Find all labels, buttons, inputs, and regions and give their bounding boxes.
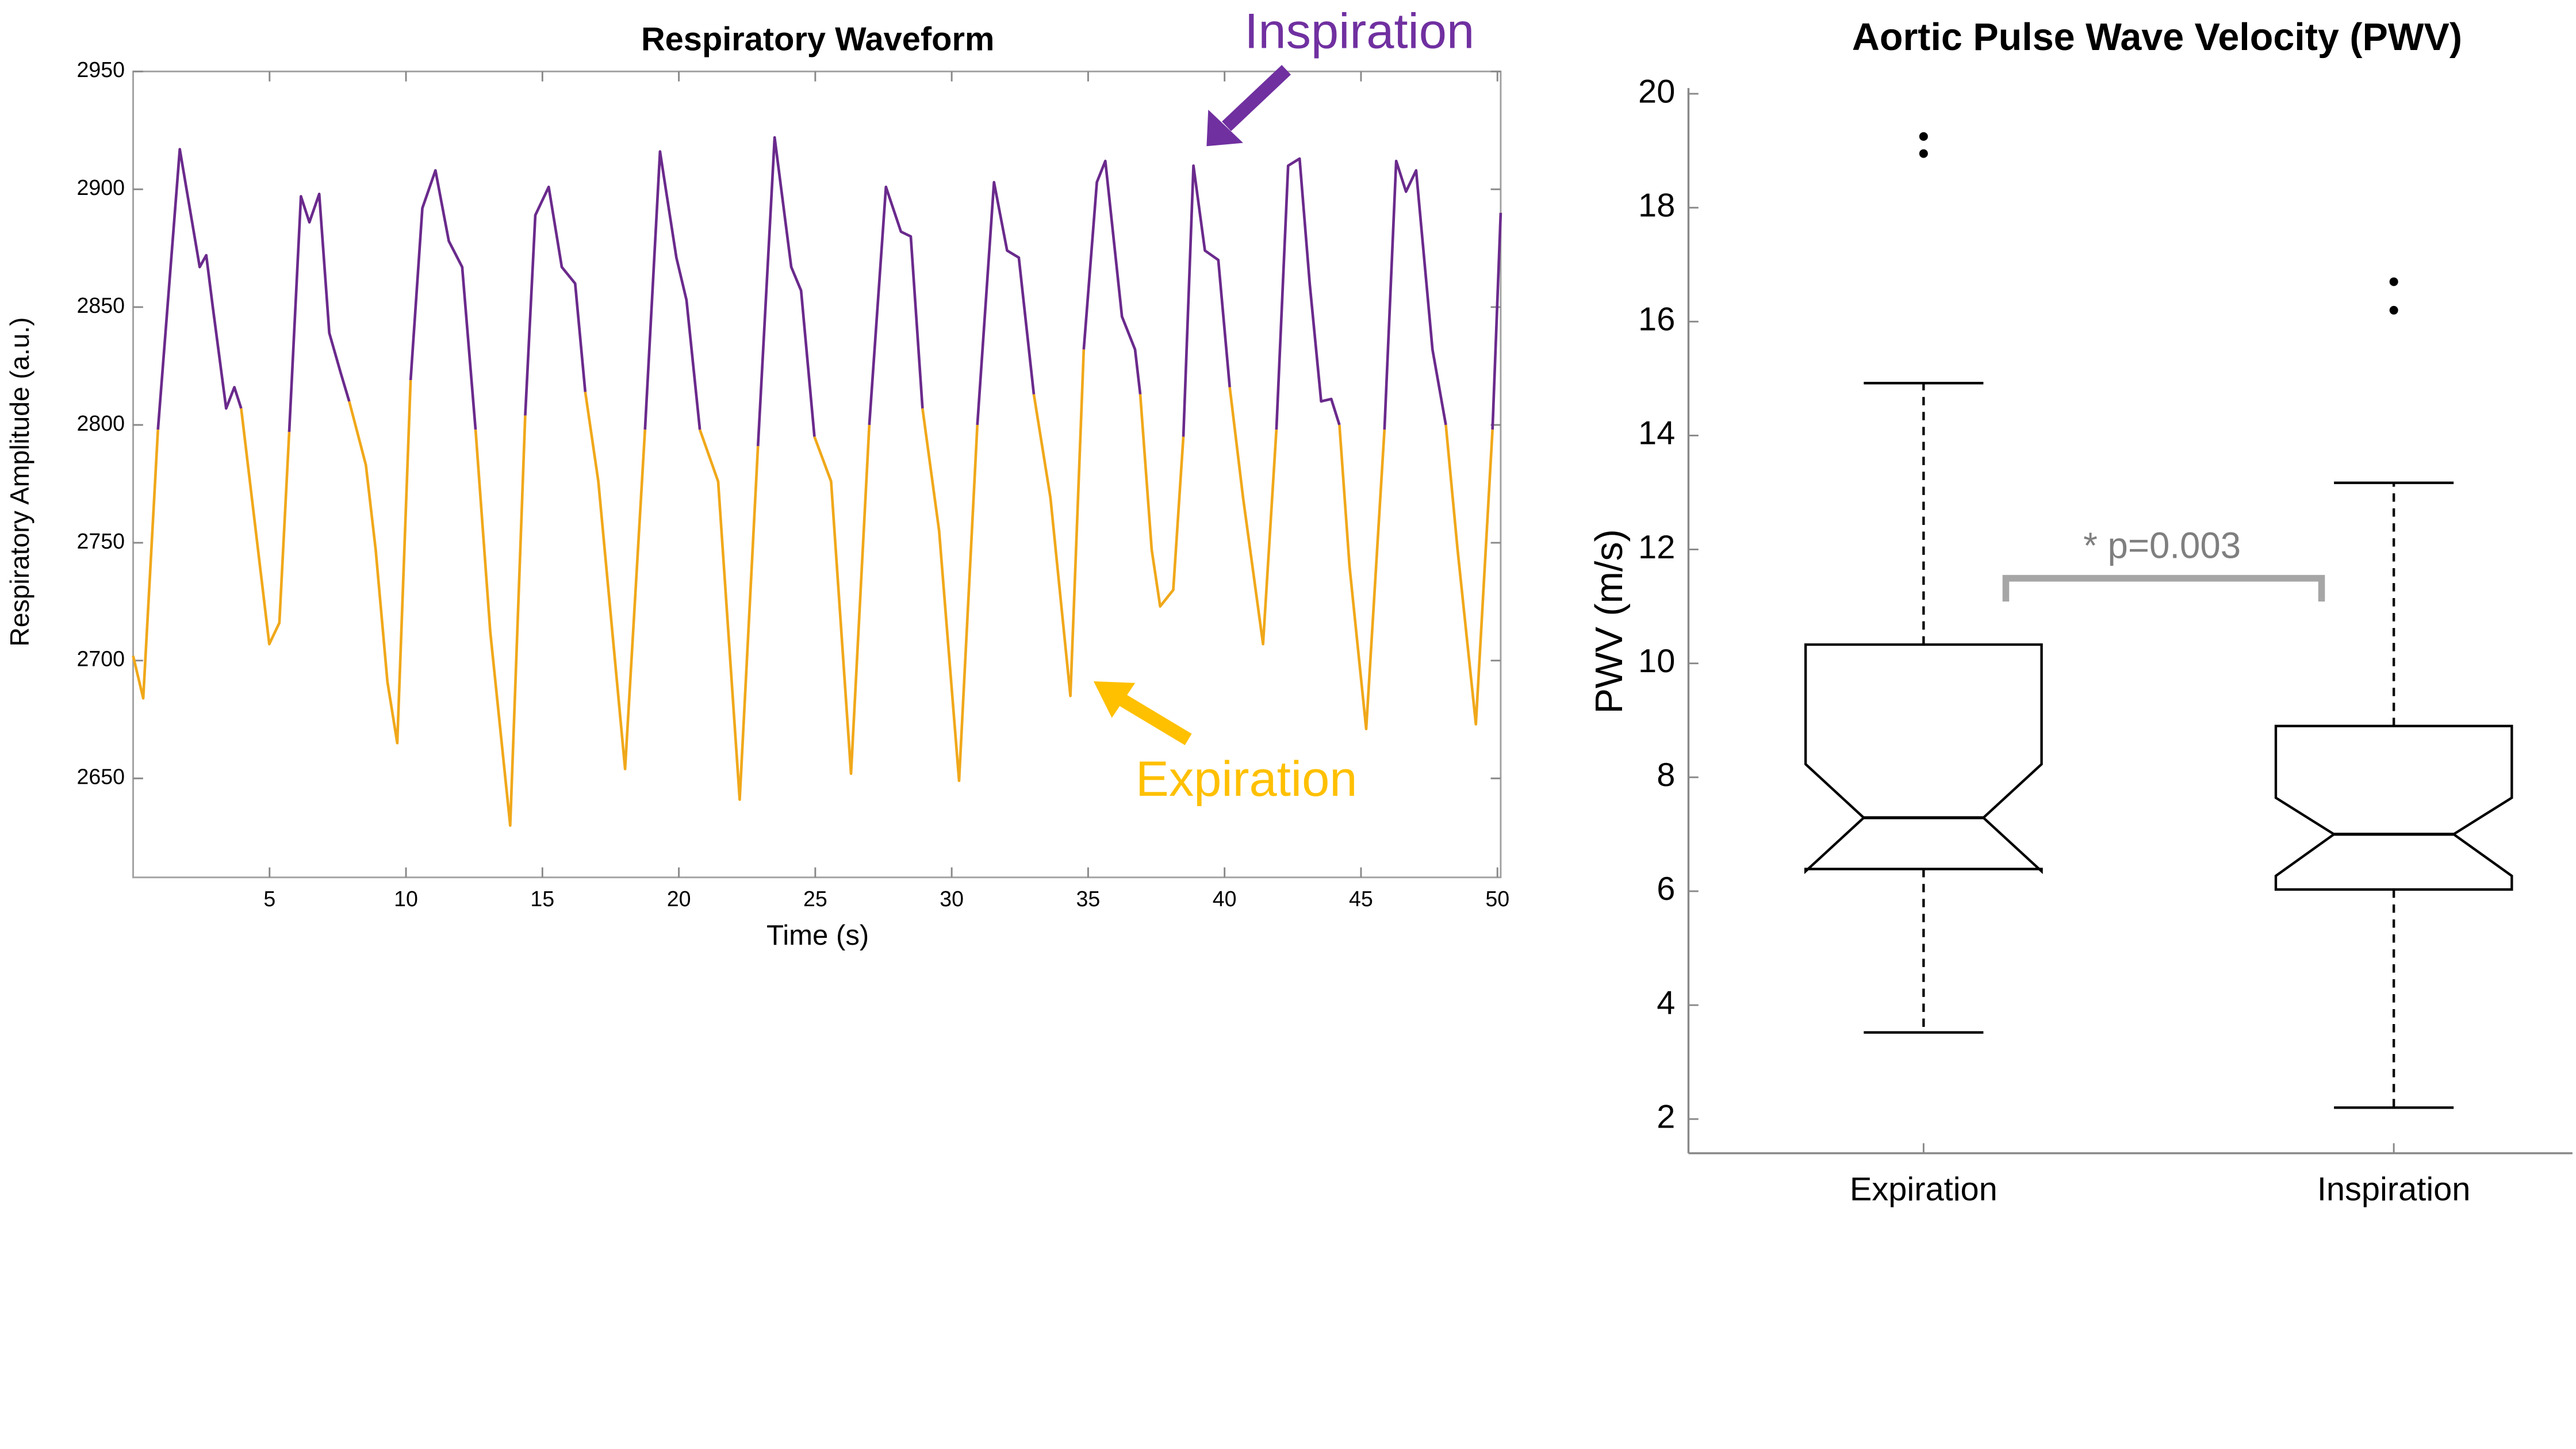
x-tick-label: Inspiration xyxy=(2317,1171,2471,1208)
plot-frame xyxy=(132,70,1502,879)
y-tick-label: 16 xyxy=(1638,301,1675,338)
outlier xyxy=(2389,305,2398,315)
y-tick-label: 2900 xyxy=(77,175,125,200)
y-tick-label: 6 xyxy=(1657,871,1675,907)
x-tick-label: 40 xyxy=(1213,887,1237,911)
y-tick-label: 2950 xyxy=(77,57,125,82)
y-axis-label: PWV (m/s) xyxy=(1588,529,1631,714)
arrow-head xyxy=(1093,681,1136,718)
outlier xyxy=(2389,277,2398,286)
line-series xyxy=(156,136,1502,447)
arrow-shaft xyxy=(1118,693,1192,745)
x-tick-label: 50 xyxy=(1485,887,1509,911)
y-tick-label: 14 xyxy=(1638,415,1675,452)
arrow-shaft xyxy=(1222,64,1291,132)
x-tick-label: 10 xyxy=(394,887,418,911)
annotation: Inspiration xyxy=(1244,4,1474,59)
arrow xyxy=(1093,681,1192,745)
y-tick-label: 20 xyxy=(1638,73,1675,110)
line-series xyxy=(132,349,1494,827)
y-axis-label: Respiratory Amplitude (a.u.) xyxy=(5,317,34,647)
y-tick-label: 2650 xyxy=(77,765,125,789)
y-tick-label: 2 xyxy=(1657,1098,1675,1135)
y-tick-label: 10 xyxy=(1638,643,1675,680)
x-tick-label: Expiration xyxy=(1850,1171,1998,1208)
significance-bracket xyxy=(2002,574,2325,602)
annotation: Expiration xyxy=(1136,752,1357,807)
y-tick-label: 2800 xyxy=(77,411,125,435)
y-tick-label: 18 xyxy=(1638,187,1675,224)
arrow xyxy=(1206,64,1291,147)
chart-title: Respiratory Waveform xyxy=(641,21,994,58)
y-tick-label: 2850 xyxy=(77,293,125,317)
x-tick-label: 15 xyxy=(530,887,554,911)
x-tick-label: 20 xyxy=(667,887,691,911)
x-tick-label: 25 xyxy=(803,887,827,911)
annotation: * p=0.003 xyxy=(2083,525,2241,566)
outlier xyxy=(1919,132,1928,141)
x-tick-label: 5 xyxy=(263,887,275,911)
x-tick-label: 35 xyxy=(1076,887,1101,911)
box xyxy=(2274,724,2513,891)
y-tick-label: 8 xyxy=(1657,757,1675,793)
chart-title: Aortic Pulse Wave Velocity (PWV) xyxy=(1852,16,2462,59)
arrow-head xyxy=(1206,109,1243,147)
x-tick-label: 30 xyxy=(940,887,964,911)
y-tick-label: 2700 xyxy=(77,647,125,671)
y-tick-label: 2750 xyxy=(77,529,125,553)
y-tick-label: 12 xyxy=(1638,529,1675,566)
x-tick-label: 45 xyxy=(1349,887,1373,911)
y-tick-label: 4 xyxy=(1657,984,1675,1021)
box xyxy=(1804,643,2043,875)
outlier xyxy=(1919,149,1928,158)
x-axis-label: Time (s) xyxy=(766,920,869,951)
